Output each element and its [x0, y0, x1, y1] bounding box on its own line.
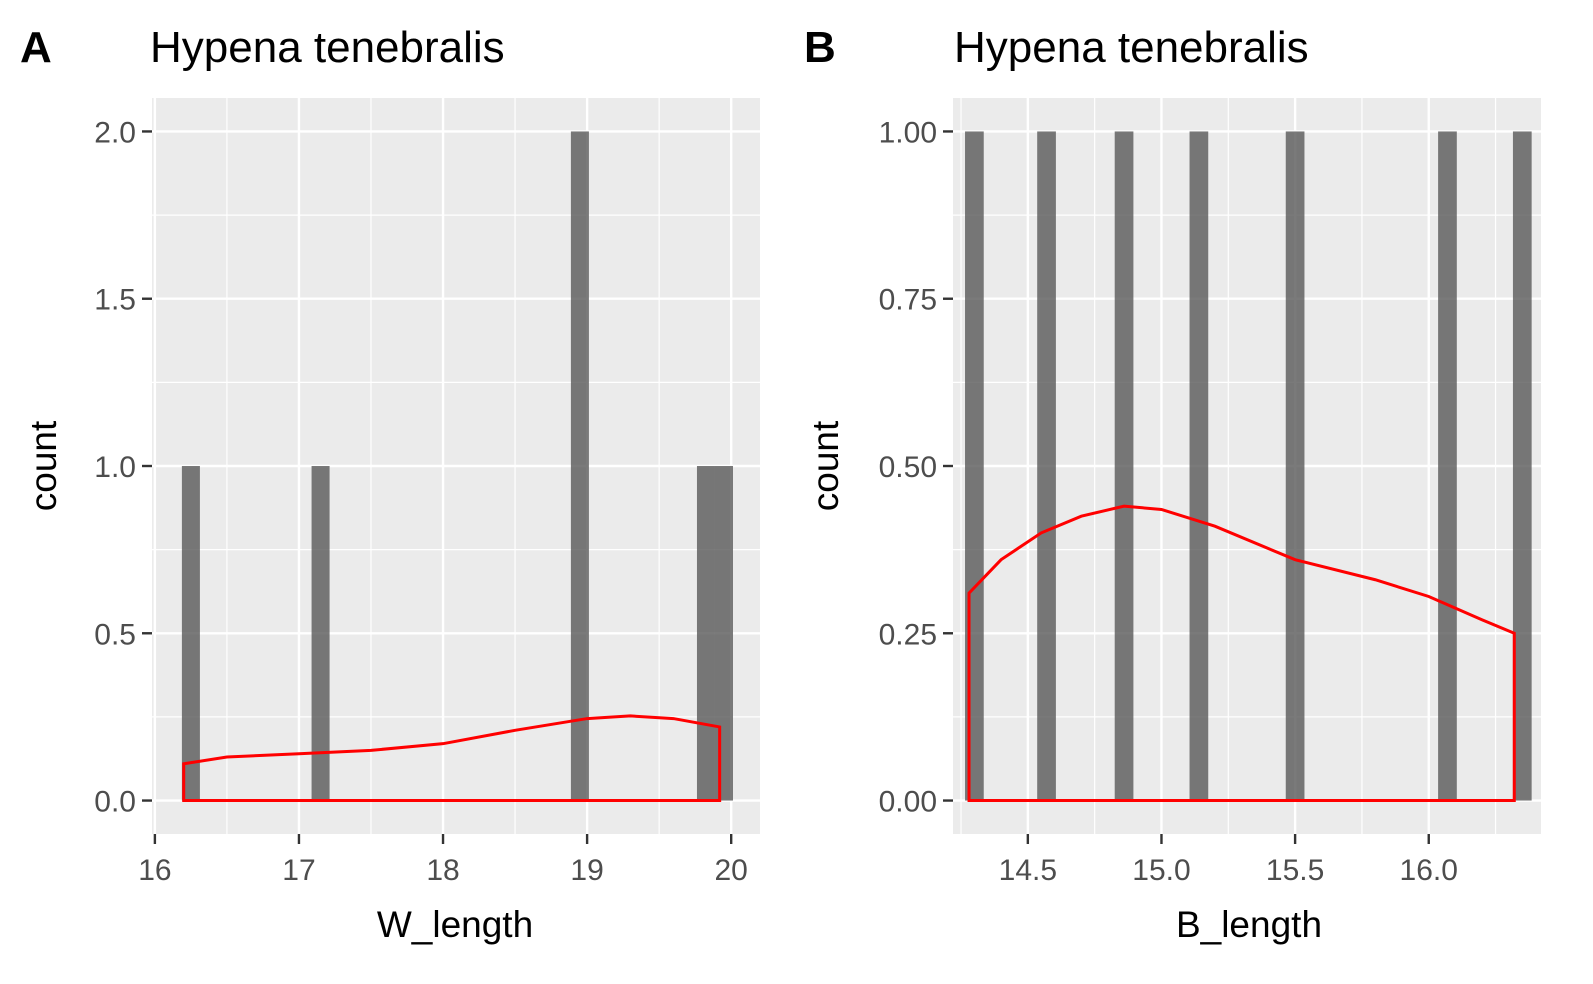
y-tick-label: 0.75	[879, 284, 937, 317]
x-tick-label: 19	[570, 854, 603, 887]
y-tick-label: 0.50	[879, 451, 937, 484]
density-curve	[182, 714, 722, 803]
chart-b: 0.00 0.25 0.50 0.75 1.00 14.5 15.0 15.5 16.0 B H…	[804, 23, 1541, 945]
histogram-bar	[311, 466, 330, 801]
y-tick-label: 0.25	[879, 618, 937, 651]
y-tick-label: 1.00	[879, 116, 937, 149]
histogram-bar	[714, 466, 733, 801]
x-tick-label: 16.0	[1400, 854, 1458, 887]
histogram-bar	[1438, 131, 1457, 801]
x-tick-label: 15.5	[1266, 854, 1324, 887]
x-tick-label: 14.5	[999, 854, 1057, 887]
chart-title-a: Hypena tenebralis	[150, 23, 505, 72]
density-curve	[967, 504, 1516, 803]
histogram-panel-a: 0.0 0.5 1.0 1.5 2.0 16 17 18 19 20 A Hypena teneb…	[0, 0, 796, 984]
x-tick-label: 16	[138, 854, 171, 887]
x-axis-title-b: B_length	[1176, 904, 1322, 945]
y-tick-label: 0.5	[94, 618, 136, 651]
x-axis-title-a: W_length	[377, 904, 533, 945]
panel-tag-b: B	[804, 23, 836, 72]
y-tick-label: 2.0	[94, 116, 136, 149]
plot-area-a: 0.0 0.5 1.0 1.5 2.0 16 17 18 19 20	[94, 98, 760, 887]
x-tick-label: 20	[714, 854, 747, 887]
y-axis-title-a: count	[23, 420, 64, 511]
histogram-bar	[181, 466, 200, 801]
histogram-bar	[1512, 131, 1532, 801]
y-tick-label: 1.5	[94, 284, 136, 317]
x-tick-label: 18	[426, 854, 459, 887]
y-tick-label: 1.0	[94, 451, 136, 484]
histogram-bar	[1285, 131, 1305, 801]
x-tick-label: 17	[282, 854, 315, 887]
histogram-bar	[570, 131, 589, 801]
chart-a: 0.0 0.5 1.0 1.5 2.0 16 17 18 19 20 A Hypena teneb…	[20, 23, 760, 945]
x-tick-label: 15.0	[1132, 854, 1190, 887]
panel-tag-a: A	[20, 23, 52, 72]
y-axis-title-b: count	[805, 420, 846, 511]
histogram-bar	[1114, 131, 1134, 801]
histogram-panel-b: 0.00 0.25 0.50 0.75 1.00 14.5 15.0 15.5 16.0 B H…	[796, 0, 1592, 984]
plot-area-b: 0.00 0.25 0.50 0.75 1.00 14.5 15.0 15.5 16.0	[879, 98, 1541, 887]
y-tick-label: 0.00	[879, 786, 937, 819]
y-tick-label: 0.0	[94, 786, 136, 819]
histogram-bar	[1037, 131, 1056, 801]
histogram-bar	[696, 466, 715, 801]
histogram-bar	[1189, 131, 1209, 801]
chart-title-b: Hypena tenebralis	[954, 23, 1309, 72]
